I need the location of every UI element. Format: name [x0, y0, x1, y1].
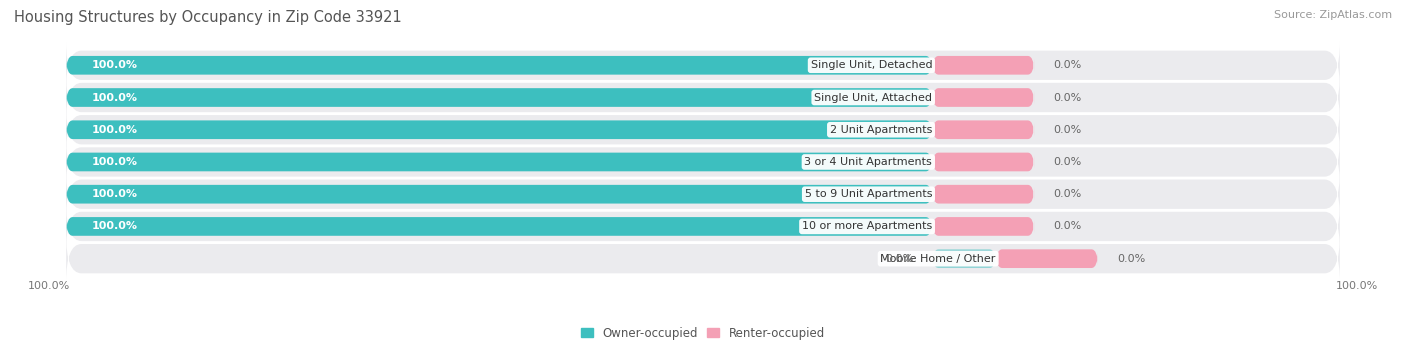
FancyBboxPatch shape — [66, 41, 1340, 89]
Text: 0.0%: 0.0% — [1053, 157, 1081, 167]
Text: 100.0%: 100.0% — [91, 221, 138, 232]
Text: 0.0%: 0.0% — [1053, 189, 1081, 199]
FancyBboxPatch shape — [66, 153, 932, 171]
FancyBboxPatch shape — [66, 56, 932, 75]
Text: 100.0%: 100.0% — [91, 92, 138, 103]
FancyBboxPatch shape — [66, 203, 1340, 250]
FancyBboxPatch shape — [932, 56, 1033, 75]
Text: Source: ZipAtlas.com: Source: ZipAtlas.com — [1274, 10, 1392, 20]
Text: 3 or 4 Unit Apartments: 3 or 4 Unit Apartments — [804, 157, 932, 167]
FancyBboxPatch shape — [66, 138, 1340, 186]
Legend: Owner-occupied, Renter-occupied: Owner-occupied, Renter-occupied — [581, 327, 825, 340]
Text: Single Unit, Attached: Single Unit, Attached — [814, 92, 932, 103]
Text: 100.0%: 100.0% — [28, 281, 70, 291]
FancyBboxPatch shape — [66, 235, 1340, 283]
Text: Single Unit, Detached: Single Unit, Detached — [811, 60, 932, 70]
Text: Housing Structures by Occupancy in Zip Code 33921: Housing Structures by Occupancy in Zip C… — [14, 10, 402, 25]
Text: 100.0%: 100.0% — [91, 60, 138, 70]
FancyBboxPatch shape — [66, 106, 1340, 154]
Text: 0.0%: 0.0% — [1053, 92, 1081, 103]
Text: 10 or more Apartments: 10 or more Apartments — [801, 221, 932, 232]
Text: 0.0%: 0.0% — [1116, 254, 1144, 264]
FancyBboxPatch shape — [995, 249, 1098, 268]
Text: 0.0%: 0.0% — [1053, 60, 1081, 70]
FancyBboxPatch shape — [932, 185, 1033, 204]
Text: 100.0%: 100.0% — [91, 125, 138, 135]
Text: 0.0%: 0.0% — [1053, 221, 1081, 232]
FancyBboxPatch shape — [932, 249, 995, 268]
Text: 100.0%: 100.0% — [1336, 281, 1378, 291]
FancyBboxPatch shape — [66, 217, 932, 236]
Text: 100.0%: 100.0% — [91, 157, 138, 167]
FancyBboxPatch shape — [66, 120, 932, 139]
Text: Mobile Home / Other: Mobile Home / Other — [880, 254, 995, 264]
FancyBboxPatch shape — [66, 170, 1340, 218]
Text: 2 Unit Apartments: 2 Unit Apartments — [830, 125, 932, 135]
Text: 5 to 9 Unit Apartments: 5 to 9 Unit Apartments — [804, 189, 932, 199]
Text: 0.0%: 0.0% — [884, 254, 912, 264]
Text: 0.0%: 0.0% — [1053, 125, 1081, 135]
FancyBboxPatch shape — [66, 88, 932, 107]
FancyBboxPatch shape — [932, 88, 1033, 107]
FancyBboxPatch shape — [932, 153, 1033, 171]
FancyBboxPatch shape — [932, 217, 1033, 236]
FancyBboxPatch shape — [932, 120, 1033, 139]
Text: 100.0%: 100.0% — [91, 189, 138, 199]
FancyBboxPatch shape — [66, 74, 1340, 121]
FancyBboxPatch shape — [66, 185, 932, 204]
